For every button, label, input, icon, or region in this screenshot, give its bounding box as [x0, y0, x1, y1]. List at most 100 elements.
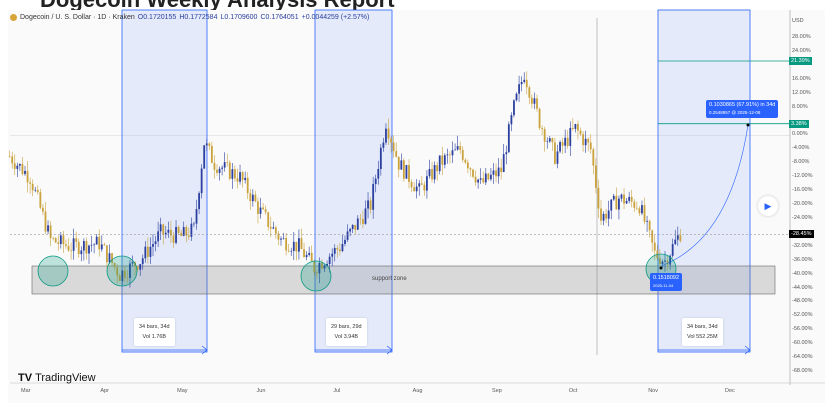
y-tick: -24.00%	[792, 214, 813, 221]
candle-body	[541, 128, 544, 130]
candle-body	[612, 195, 615, 200]
candle-body	[251, 194, 254, 202]
y-tick: 16.00%	[792, 75, 811, 82]
range-arrow-head	[386, 345, 393, 355]
candle-body	[525, 79, 528, 88]
candle-body	[75, 238, 78, 242]
measure-bars: 34 bars, 34d	[139, 324, 170, 330]
candle-body	[203, 145, 206, 169]
candle-body	[282, 238, 285, 239]
y-tick: -68.00%	[792, 368, 813, 375]
candle-body	[193, 223, 195, 225]
candle-body	[154, 241, 157, 245]
candle-body	[116, 267, 119, 276]
candle-body	[587, 138, 590, 143]
play-icon[interactable]: ▶	[758, 196, 778, 216]
candle-body	[472, 169, 474, 177]
candle-body	[269, 226, 272, 229]
candle-body	[431, 169, 433, 180]
candle-body	[29, 182, 32, 184]
candle-body	[492, 170, 495, 175]
candle-body	[367, 200, 369, 209]
candle-body	[559, 142, 561, 152]
candle-body	[479, 178, 482, 180]
candle-body	[446, 154, 449, 156]
x-tick: Mar	[21, 388, 31, 394]
candle-body	[42, 207, 44, 212]
candle-body	[379, 147, 382, 170]
candle-body	[518, 84, 520, 94]
candle-body	[239, 172, 241, 182]
candle-body	[653, 242, 656, 251]
candle-body	[170, 229, 172, 236]
candle-body	[333, 247, 336, 254]
x-tick: Aug	[412, 388, 423, 394]
candle-body	[208, 143, 211, 146]
candle-body	[395, 151, 398, 157]
candle-body	[443, 155, 446, 165]
y-tick: -60.00%	[792, 340, 813, 347]
candle-body	[392, 142, 395, 152]
date-range-rect-2	[314, 9, 393, 353]
y-price-label: 21.39%	[789, 57, 812, 65]
y-tick: 28.00%	[792, 34, 811, 40]
candle-body	[461, 149, 464, 160]
candle-body	[257, 201, 259, 214]
candle-body	[387, 128, 390, 139]
candle-body	[267, 212, 270, 227]
candle-body	[413, 187, 416, 192]
candle-body	[93, 244, 96, 246]
candle-body	[505, 152, 508, 155]
candle-body	[679, 235, 682, 242]
candle-body	[221, 167, 224, 169]
y-tick: -40.00%	[792, 270, 813, 277]
candle-body	[287, 250, 290, 252]
date-range-rect-1	[121, 9, 208, 353]
candle-body	[420, 183, 423, 185]
candle-body	[410, 181, 413, 188]
candle-body	[139, 264, 142, 270]
candle-body	[623, 194, 625, 204]
candle-body	[638, 208, 641, 214]
logo-text: TradingView	[35, 372, 96, 384]
point-price: 0.1518092	[653, 275, 679, 281]
candle-body	[520, 81, 523, 85]
candle-body	[54, 238, 57, 243]
candle-body	[469, 168, 472, 170]
candle-body	[290, 250, 293, 252]
candle-body	[569, 127, 572, 146]
candle-body	[579, 130, 582, 135]
x-tick: Apr	[100, 388, 109, 394]
measure-volume: Vol 552.25M	[687, 334, 718, 340]
candle-body	[466, 162, 469, 169]
candle-body	[13, 163, 16, 169]
candle-body	[428, 169, 431, 177]
candle-body	[31, 183, 34, 191]
y-tick: -44.00%	[792, 284, 813, 291]
candle-body	[441, 155, 444, 165]
candle-body	[477, 179, 480, 183]
y-tick: -64.00%	[792, 354, 813, 361]
y-tick: 12.00%	[792, 89, 811, 96]
y-tick: -56.00%	[792, 326, 813, 333]
candle-body	[597, 187, 600, 209]
candle-body	[11, 156, 14, 164]
candle-body	[231, 169, 234, 179]
candle-body	[377, 169, 380, 179]
candle-body	[34, 189, 37, 191]
y-tick: -20.00%	[792, 201, 813, 208]
candle-body	[551, 138, 554, 143]
candle-body	[651, 230, 654, 243]
candle-body	[77, 241, 80, 255]
y-tick: -12.00%	[792, 173, 813, 180]
candle-body	[615, 195, 618, 210]
candle-body	[635, 207, 638, 209]
candle-body	[185, 226, 188, 236]
candle-body	[52, 238, 55, 239]
candle-body	[676, 235, 679, 240]
candle-body	[108, 253, 111, 263]
support-touch-circle	[106, 255, 138, 287]
candle-body	[175, 226, 177, 243]
symbol-label[interactable]: Dogecoin / U. S. Dollar · 1D · Kraken	[20, 14, 135, 21]
candle-body	[426, 176, 428, 191]
